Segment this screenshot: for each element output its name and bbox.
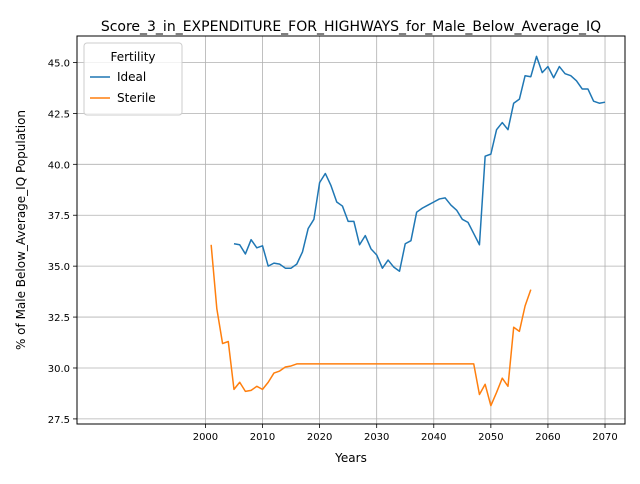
y-axis-ticks: 27.5 30.0 32.5 35.0 37.5 40.0 42.5 45.0 <box>48 58 77 426</box>
x-tick-label: 2070 <box>592 432 617 443</box>
y-tick-label: 37.5 <box>48 211 70 222</box>
series-line-sterile <box>210 244 532 407</box>
plot-frame <box>76 35 626 425</box>
legend-label-sterile: Sterile <box>117 91 156 105</box>
x-axis-label: Years <box>334 451 367 465</box>
x-tick-label: 2060 <box>535 432 560 443</box>
series-line-ideal <box>233 55 606 272</box>
legend: Fertility Ideal Sterile <box>83 42 183 116</box>
chart-title: Score_3_in_EXPENDITURE_FOR_HIGHWAYS_for_… <box>101 19 601 35</box>
x-tick-label: 2020 <box>307 432 332 443</box>
y-tick-label: 40.0 <box>48 160 70 171</box>
y-tick-label: 42.5 <box>48 109 70 120</box>
x-tick-label: 2040 <box>421 432 446 443</box>
y-axis-label: % of Male Below_Average_IQ Population <box>14 110 28 350</box>
x-tick-label: 2000 <box>193 432 218 443</box>
y-tick-label: 35.0 <box>48 262 70 273</box>
x-tick-label: 2050 <box>478 432 503 443</box>
y-tick-label: 45.0 <box>48 58 70 69</box>
y-tick-label: 30.0 <box>48 364 70 375</box>
x-tick-label: 2030 <box>364 432 389 443</box>
grid <box>77 36 625 424</box>
legend-label-ideal: Ideal <box>117 70 146 84</box>
y-tick-label: 32.5 <box>48 313 70 324</box>
series-lines <box>210 55 606 407</box>
y-tick-label: 27.5 <box>48 415 70 426</box>
legend-title: Fertility <box>110 50 155 64</box>
legend-box <box>83 42 183 116</box>
x-tick-label: 2010 <box>250 432 275 443</box>
x-axis-ticks: 2000 2010 2020 2030 2040 2050 2060 2070 <box>193 424 618 443</box>
